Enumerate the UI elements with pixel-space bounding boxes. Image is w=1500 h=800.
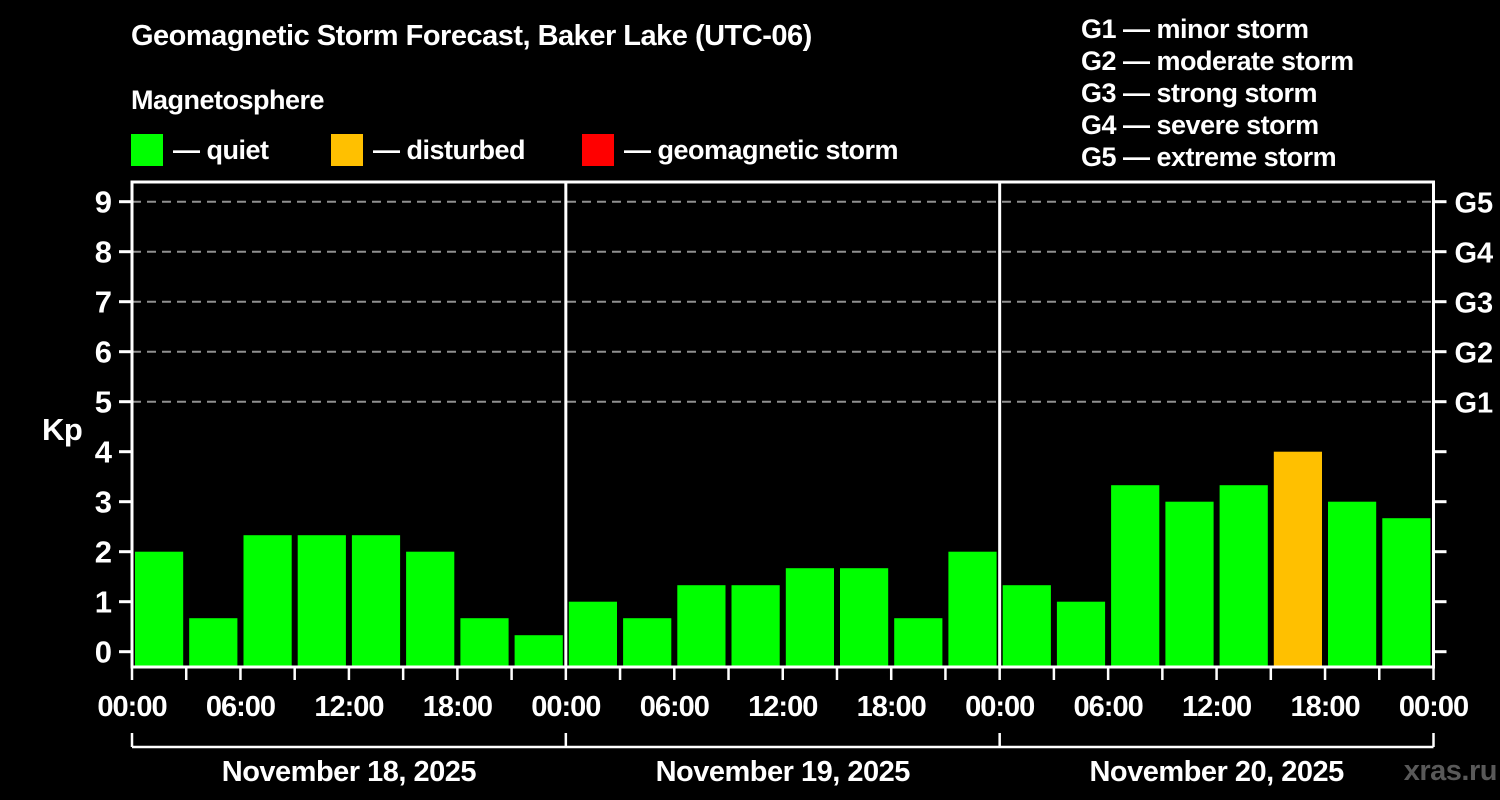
legend-item-quiet: — quiet (131, 134, 269, 166)
kp-bar (460, 618, 509, 667)
legend-item-disturbed: — disturbed (331, 134, 526, 166)
date-brackets: November 18, 2025 November 19, 2025 Novemb… (130, 733, 1435, 788)
y-tick-label: 6 (95, 335, 112, 370)
g-scale-legend-row: G3 — strong storm (1081, 78, 1318, 108)
date-label: November 19, 2025 (656, 756, 911, 788)
kp-bar (1328, 501, 1377, 667)
time-label: 18:00 (857, 691, 926, 723)
time-label: 18:00 (423, 691, 492, 723)
y-tick-label: 2 (95, 535, 112, 570)
kp-bar (1165, 501, 1214, 667)
kp-bar (623, 618, 672, 667)
g-level-label: G1 (1455, 388, 1494, 420)
kp-bar (1382, 518, 1431, 667)
y-tick-label: 1 (95, 585, 112, 620)
date-label: November 18, 2025 (222, 756, 477, 788)
page-title: Geomagnetic Storm Forecast, Baker Lake (… (131, 20, 812, 52)
kp-bar (135, 551, 184, 667)
kp-bar (840, 568, 889, 667)
kp-bars (135, 451, 1431, 667)
time-label: 18:00 (1290, 691, 1359, 723)
quiet-color-swatch (131, 134, 163, 166)
y-tick-label: 7 (95, 285, 112, 320)
gridlines (132, 200, 1434, 403)
kp-bar (894, 618, 943, 667)
time-label: 00:00 (1399, 691, 1468, 723)
kp-bar (297, 535, 346, 667)
date-label: November 20, 2025 (1089, 756, 1344, 788)
legend-item-geomagnetic-storm: — geomagnetic storm (582, 134, 899, 166)
kp-bar (1219, 485, 1268, 667)
time-label: 12:00 (314, 691, 383, 723)
y-tick-label: 0 (95, 635, 112, 670)
time-label: 00:00 (97, 691, 166, 723)
kp-bar (948, 551, 997, 667)
y-axis-title: Kp (42, 412, 83, 447)
time-label: 12:00 (1182, 691, 1251, 723)
legend-label: — quiet (173, 135, 269, 165)
status-legend: — quiet — disturbed — geomagnetic storm (0, 134, 1500, 166)
kp-bar (1111, 485, 1160, 667)
kp-bar (568, 601, 617, 667)
time-label: 00:00 (531, 691, 600, 723)
g-level-label: G4 (1455, 238, 1494, 270)
kp-bar (1002, 585, 1051, 667)
y-tick-label: 3 (95, 485, 112, 520)
g-level-label: G5 (1455, 188, 1494, 220)
time-label: 12:00 (748, 691, 817, 723)
g-scale-legend-row: G2 — moderate storm (1081, 46, 1354, 76)
g-scale-legend-row: G4 — severe storm (1081, 110, 1319, 140)
storm-color-swatch (582, 134, 614, 166)
y-tick-label: 9 (95, 185, 112, 220)
chart-subtitle: Magnetosphere (131, 85, 325, 115)
g-level-label: G2 (1455, 338, 1494, 370)
kp-bar (351, 535, 401, 667)
disturbed-color-swatch (331, 134, 363, 166)
kp-bar (731, 585, 780, 667)
time-label: 00:00 (965, 691, 1034, 723)
kp-bar (1273, 451, 1322, 667)
g-scale-legend-row: G1 — minor storm (1081, 14, 1309, 44)
g-scale-legend: G1 — minor storm G2 — moderate storm G3 … (1081, 13, 1354, 173)
y-tick-label: 4 (95, 435, 113, 470)
x-axis-labels: 00:00 06:00 12:00 18:00 00:00 06:00 12:00 18:00… (97, 667, 1469, 723)
g-scale-legend-row: G5 — extreme storm (1081, 142, 1337, 172)
kp-bar (1056, 601, 1106, 667)
kp-bar (189, 618, 238, 667)
y-tick-label: 8 (95, 235, 112, 270)
kp-bar (785, 568, 834, 667)
g-level-label: G3 (1455, 288, 1494, 320)
kp-bar (677, 585, 726, 667)
axes: 0 1 2 3 4 5 6 7 8 9 G1 G2 G3 G4 G5 (95, 180, 1494, 670)
kp-bar (243, 535, 292, 667)
time-label: 06:00 (1074, 691, 1143, 723)
watermark: xras.ru (1403, 755, 1498, 787)
kp-bar (406, 551, 455, 667)
legend-label: — geomagnetic storm (624, 135, 899, 165)
y-tick-label: 5 (95, 385, 112, 420)
time-label: 06:00 (206, 691, 275, 723)
legend-label: — disturbed (373, 135, 526, 165)
time-label: 06:00 (640, 691, 709, 723)
kp-bar (514, 635, 563, 667)
